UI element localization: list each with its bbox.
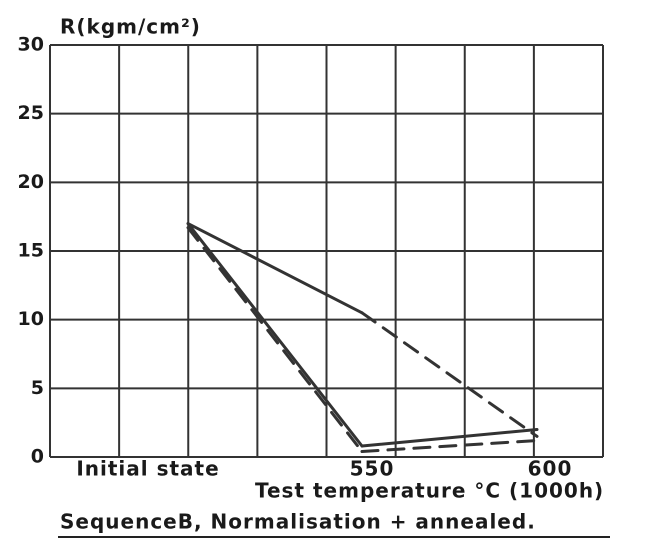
data-line-segment <box>360 439 539 454</box>
data-line-segment <box>186 222 364 448</box>
data-line-segment <box>186 226 364 454</box>
data-line-segment <box>186 222 364 315</box>
y-tick-label: 20 <box>18 171 44 193</box>
x-tick-label: 550 <box>350 457 395 481</box>
y-tick-label: 0 <box>31 446 44 468</box>
y-tick-label: 5 <box>31 377 44 399</box>
x-tick-label: Initial state <box>76 457 219 481</box>
y-tick-label: 10 <box>18 308 44 330</box>
y-axis-label: R(kgm/cm²) <box>60 15 201 39</box>
x-axis-label: Test temperature °C (1000h) <box>255 479 604 503</box>
y-tick-label: 30 <box>18 34 44 56</box>
caption: SequenceB, Normalisation + annealed. <box>60 510 536 534</box>
data-line-segment <box>360 311 539 438</box>
data-line-segment <box>360 428 539 448</box>
y-tick-label: 15 <box>18 240 44 262</box>
x-tick-label: 600 <box>528 457 573 481</box>
y-tick-label: 25 <box>18 102 44 124</box>
